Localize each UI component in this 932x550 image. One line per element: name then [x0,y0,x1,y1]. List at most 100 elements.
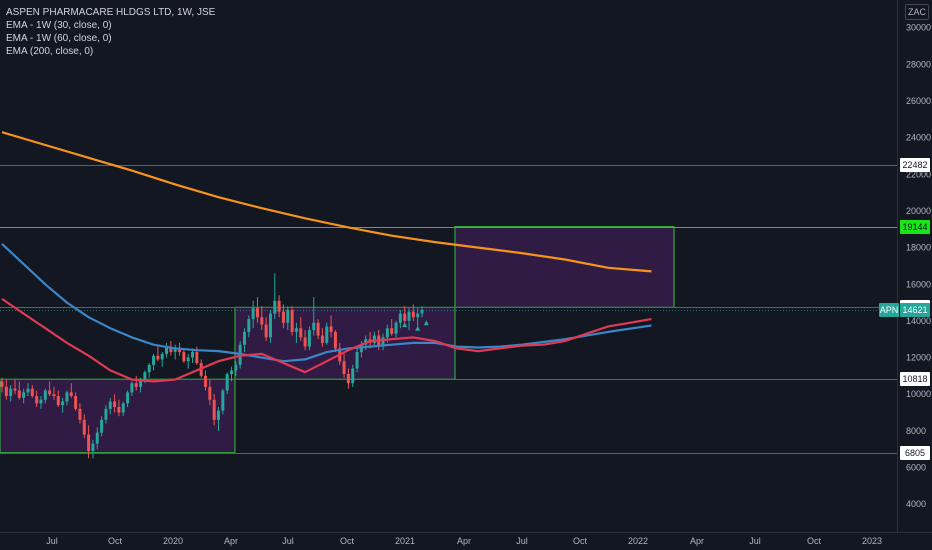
candle-body [346,374,350,384]
candle-body [195,352,199,364]
candle [78,403,82,424]
candle-body [69,392,73,397]
symbol-tag-text: APN [880,305,899,315]
candle [346,368,350,389]
candle-body [398,313,402,323]
candle [299,317,303,342]
candle [394,320,398,338]
ema-30-line [1,297,652,383]
y-tick-label: 20000 [906,206,931,216]
candle-body [385,328,389,338]
candle [160,352,164,367]
candle [316,319,320,340]
candle [234,361,238,376]
x-tick-label: Apr [224,536,238,546]
candle-body [372,335,376,343]
candle [35,390,39,408]
candle-body [117,407,121,413]
candle [398,309,402,329]
y-tick-label: 14000 [906,316,931,326]
candle [420,306,424,318]
chart-legend: ASPEN PHARMACARE HLDGS LTD, 1W, JSE EMA … [6,6,215,58]
candle [208,379,212,406]
candle [333,330,337,353]
ema-60-legend[interactable]: EMA - 1W (60, close, 0) [6,33,112,44]
candle [212,394,216,426]
candle [156,346,160,362]
candle [39,396,43,409]
price-axis[interactable]: 4000 6000 8000 10000 12000 14000 16000 18000 200… [897,0,932,532]
candle [147,363,151,378]
range-box-3 [454,226,675,308]
signal-marker [415,325,421,331]
candle [43,388,47,404]
time-axis[interactable]: Jul Oct 2020 Apr Jul Oct 2021 Apr Jul Oct 2022 Apr J… [0,532,932,547]
candle [355,348,359,373]
x-tick-label: Jul [46,536,58,546]
candle [13,379,17,395]
y-tick-label: 30000 [906,23,931,33]
candle-body [30,388,34,397]
candle [113,394,117,413]
candle-body [26,388,30,393]
candle-body [186,357,190,362]
candle [91,440,95,459]
candle-body [416,313,420,318]
candle-body [87,434,91,452]
candle-body [13,388,17,391]
candle-body [91,443,95,452]
candle [74,392,78,411]
candle [204,370,208,391]
candle-body [208,386,212,400]
candle-body [290,309,294,332]
candle-body [182,352,186,362]
x-tick-label: Jul [282,536,294,546]
candle [217,407,220,431]
candle [351,364,355,387]
candle [403,306,407,323]
candle-body [312,322,316,331]
candle [390,319,394,336]
candle [152,353,156,371]
y-tick-label: 6000 [906,463,926,473]
ema-200-legend[interactable]: EMA (200, close, 0) [6,46,94,57]
candle [229,366,233,382]
candle-body [160,353,164,360]
candle-body [407,311,411,321]
candle [260,306,264,331]
candle-body [281,311,285,323]
candle-body [139,379,143,387]
candle [104,405,108,424]
candle-body [286,309,290,323]
candle-body [325,326,329,343]
x-tick-label: 2022 [628,536,648,546]
candle-body [56,396,60,406]
candle-body [277,300,281,312]
candle [117,399,121,417]
price-tag-22482 [900,158,930,172]
candle [320,328,324,347]
candle [22,388,26,404]
currency-button[interactable]: ZAC [905,4,929,20]
x-tick-label: Apr [457,536,471,546]
candle-body [260,317,264,325]
candle-body [121,403,125,413]
candle-body [221,390,225,411]
y-tick-label: 26000 [906,96,931,106]
candle [255,297,259,323]
candle-body [351,368,355,384]
ema-30-legend[interactable]: EMA - 1W (30, close, 0) [6,20,112,31]
candle [30,385,34,398]
candle-body [65,392,69,402]
symbol-title[interactable]: ASPEN PHARMACARE HLDGS LTD, 1W, JSE [6,7,216,18]
candle-body [9,388,13,397]
y-tick-label: 16000 [906,279,931,289]
candle [0,377,4,393]
candle-body [229,370,233,375]
candle [381,333,385,351]
candle-body [390,328,394,334]
x-tick-label: Oct [573,536,588,546]
x-tick-label: Jul [749,536,761,546]
candle [186,353,190,369]
